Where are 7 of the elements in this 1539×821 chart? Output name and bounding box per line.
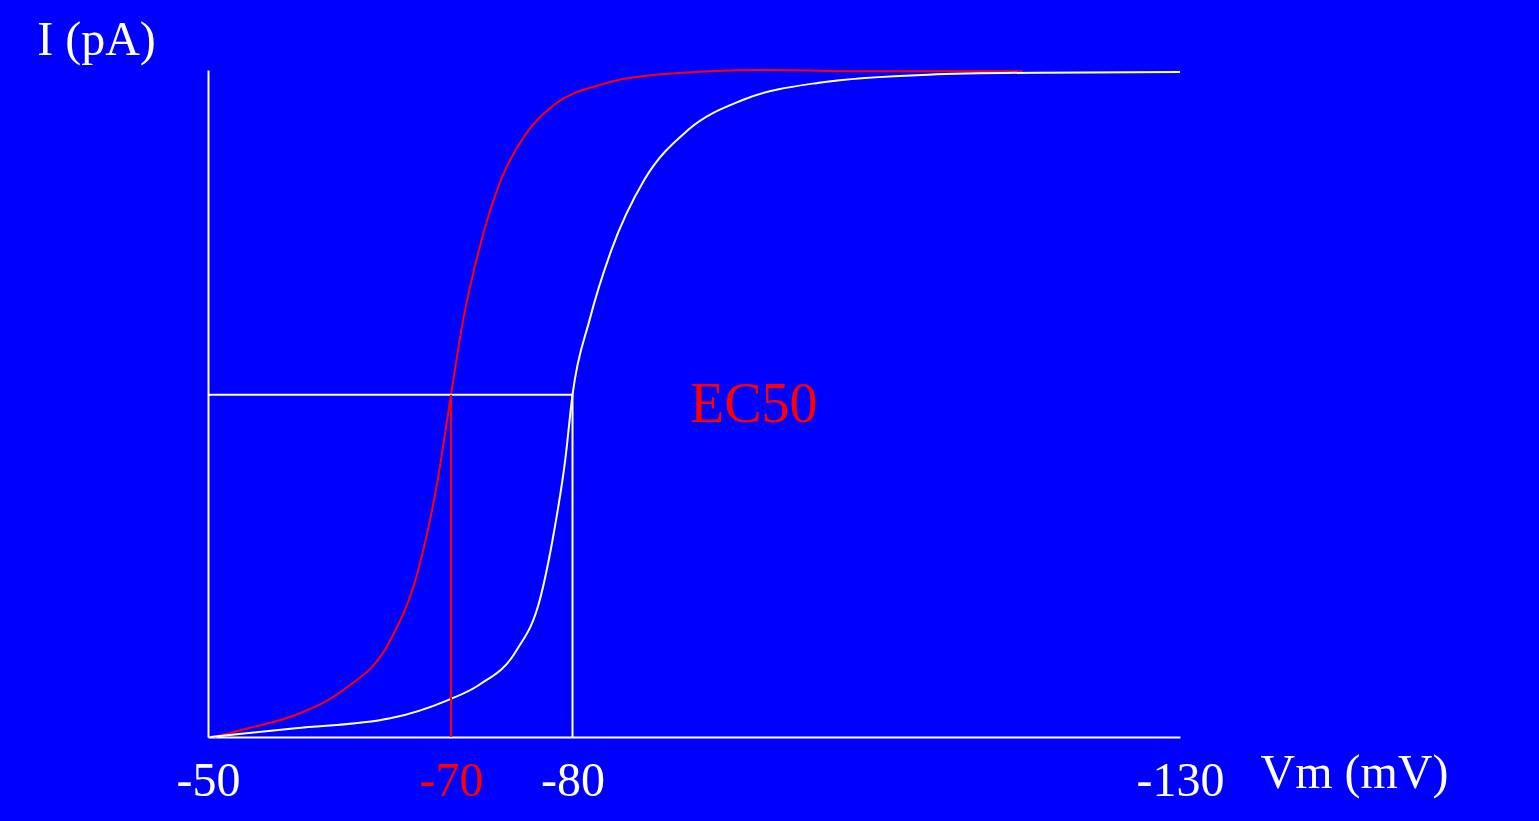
- x-tick-label: -80: [541, 752, 605, 806]
- x-axis-title: Vm (mV): [1260, 744, 1449, 799]
- annotation: EC50: [690, 372, 818, 434]
- y-axis-title: I (pA): [37, 11, 156, 66]
- x-tick-label: -50: [176, 752, 241, 806]
- x-tick-label: -130: [1136, 752, 1225, 806]
- x-tick-label: -70: [419, 752, 484, 806]
